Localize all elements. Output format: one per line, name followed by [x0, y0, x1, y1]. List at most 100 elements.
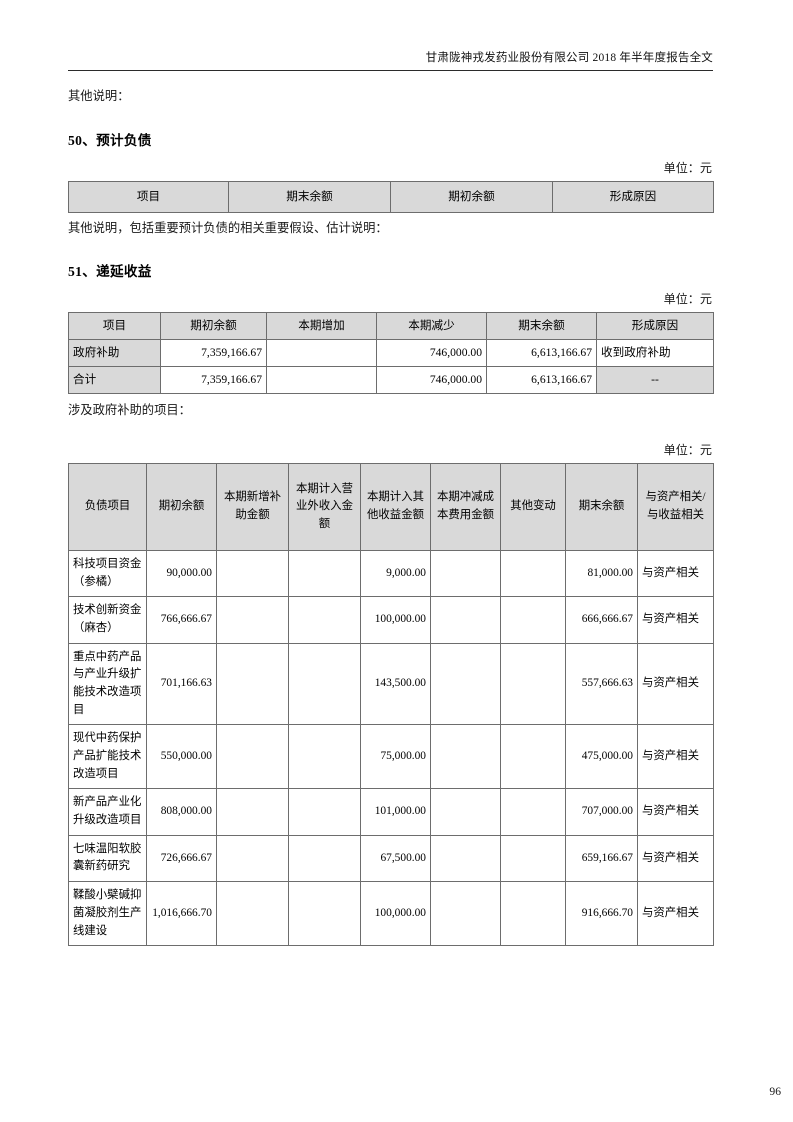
cell-relation: 与资产相关 [637, 642, 714, 726]
cell-begin-balance: 550,000.00 [146, 724, 217, 790]
cell-cost-offset [430, 881, 501, 947]
table-row: 技术创新资金（麻杏） 766,666.67 100,000.00 666,666… [68, 596, 714, 644]
cell-other-income: 75,000.00 [360, 724, 431, 790]
col-header-end-balance: 期末余额 [228, 180, 391, 213]
cell-other-change [500, 724, 566, 790]
spacer [68, 427, 713, 441]
unit-label-table3: 单位：元 [663, 443, 712, 458]
col-header-decrease: 本期减少 [376, 312, 487, 341]
cell-liability-item: 技术创新资金（麻杏） [68, 596, 147, 644]
provisions-footnote: 其他说明，包括重要预计负债的相关重要假设、估计说明： [68, 220, 388, 235]
table-row: 鞣酸小檗碱抑菌凝胶剂生产线建设 1,016,666.70 100,000.00 … [68, 881, 714, 947]
cell-non-operating-income [288, 788, 361, 836]
col-header-new-subsidy: 本期新增补助金额 [216, 463, 289, 552]
cell-new-subsidy [216, 550, 289, 598]
cell-new-subsidy [216, 642, 289, 726]
subsidy-detail-table: 负债项目 期初余额 本期新增补助金额 本期计入营业外收入金额 本期计入其他收益金… [68, 463, 714, 947]
table-row: 现代中药保护产品扩能技术改造项目 550,000.00 75,000.00 47… [68, 724, 714, 790]
cell-new-subsidy [216, 724, 289, 790]
cell-end-balance: 557,666.63 [565, 642, 638, 726]
cell-other-income: 100,000.00 [360, 881, 431, 947]
cell-begin-balance: 90,000.00 [146, 550, 217, 598]
cell-cost-offset [430, 596, 501, 644]
cell-cost-offset [430, 724, 501, 790]
col-header-end-balance: 期末余额 [565, 463, 638, 552]
cell-other-income: 101,000.00 [360, 788, 431, 836]
cell-liability-item: 新产品产业化升级改造项目 [68, 788, 147, 836]
cell-end-balance: 81,000.00 [565, 550, 638, 598]
cell-other-change [500, 550, 566, 598]
table-header-row: 负债项目 期初余额 本期新增补助金额 本期计入营业外收入金额 本期计入其他收益金… [68, 463, 714, 552]
table-header-row: 项目 期初余额 本期增加 本期减少 期末余额 形成原因 [68, 312, 714, 341]
table-row: 重点中药产品与产业升级扩能技术改造项目 701,166.63 143,500.0… [68, 642, 714, 726]
col-header-cost-offset: 本期冲减成本费用金额 [430, 463, 501, 552]
col-header-other-income: 本期计入其他收益金额 [360, 463, 431, 552]
cell-liability-item: 科技项目资金（参橘） [68, 550, 147, 598]
cell-other-income: 100,000.00 [360, 596, 431, 644]
col-header-non-operating-income: 本期计入营业外收入金额 [288, 463, 361, 552]
cell-item: 合计 [68, 366, 161, 395]
cell-new-subsidy [216, 788, 289, 836]
cell-relation: 与资产相关 [637, 724, 714, 790]
cell-liability-item: 鞣酸小檗碱抑菌凝胶剂生产线建设 [68, 881, 147, 947]
table-row: 合计 7,359,166.67 746,000.00 6,613,166.67 … [68, 366, 714, 395]
cell-liability-item: 现代中药保护产品扩能技术改造项目 [68, 724, 147, 790]
subsidy-note: 涉及政府补助的项目： [68, 403, 191, 418]
cell-begin-balance: 808,000.00 [146, 788, 217, 836]
cell-begin-balance: 7,359,166.67 [160, 339, 267, 368]
cell-relation: 与资产相关 [637, 788, 714, 836]
cell-cost-offset [430, 834, 501, 883]
provisions-table: 项目 期末余额 期初余额 形成原因 [68, 180, 714, 213]
cell-end-balance: 916,666.70 [565, 881, 638, 947]
col-header-other-change: 其他变动 [500, 463, 566, 552]
section-heading-50: 50、预计负债 [68, 132, 152, 148]
cell-relation: 与资产相关 [637, 881, 714, 947]
cell-other-change [500, 834, 566, 883]
cell-non-operating-income [288, 550, 361, 598]
col-header-begin-balance: 期初余额 [146, 463, 217, 552]
col-header-liability-item: 负债项目 [68, 463, 147, 552]
cell-cost-offset [430, 788, 501, 836]
col-header-begin-balance: 期初余额 [390, 180, 553, 213]
cell-decrease: 746,000.00 [376, 366, 487, 395]
cell-other-change [500, 596, 566, 644]
cell-non-operating-income [288, 596, 361, 644]
col-header-begin-balance: 期初余额 [160, 312, 267, 341]
section-heading-51: 51、递延收益 [68, 264, 152, 280]
col-header-reason: 形成原因 [596, 312, 714, 341]
page-content: 甘肃陇神戎发药业股份有限公司 2018 年半年度报告全文 其他说明： 50、预计… [68, 50, 781, 1098]
cell-relation: 与资产相关 [637, 596, 714, 644]
cell-begin-balance: 766,666.67 [146, 596, 217, 644]
col-header-relation: 与资产相关/与收益相关 [637, 463, 714, 552]
cell-non-operating-income [288, 642, 361, 726]
cell-non-operating-income [288, 881, 361, 947]
cell-end-balance: 666,666.67 [565, 596, 638, 644]
cell-begin-balance: 7,359,166.67 [160, 366, 267, 395]
cell-non-operating-income [288, 724, 361, 790]
col-header-reason: 形成原因 [552, 180, 714, 213]
col-header-end-balance: 期末余额 [486, 312, 597, 341]
cell-increase [266, 366, 377, 395]
cell-end-balance: 659,166.67 [565, 834, 638, 883]
cell-new-subsidy [216, 834, 289, 883]
cell-increase [266, 339, 377, 368]
cell-liability-item: 重点中药产品与产业升级扩能技术改造项目 [68, 642, 147, 726]
cell-other-change [500, 642, 566, 726]
header-rule [68, 70, 713, 72]
cell-other-income: 143,500.00 [360, 642, 431, 726]
table-row: 新产品产业化升级改造项目 808,000.00 101,000.00 707,0… [68, 788, 714, 836]
cell-other-income: 9,000.00 [360, 550, 431, 598]
col-header-increase: 本期增加 [266, 312, 377, 341]
cell-relation: 与资产相关 [637, 550, 714, 598]
other-note-top: 其他说明： [68, 89, 130, 104]
running-header: 甘肃陇神戎发药业股份有限公司 2018 年半年度报告全文 [425, 52, 713, 64]
cell-begin-balance: 701,166.63 [146, 642, 217, 726]
cell-begin-balance: 726,666.67 [146, 834, 217, 883]
deferred-income-table: 项目 期初余额 本期增加 本期减少 期末余额 形成原因 政府补助 7,359,1… [68, 312, 714, 395]
col-header-item: 项目 [68, 180, 229, 213]
table-row: 科技项目资金（参橘） 90,000.00 9,000.00 81,000.00 … [68, 550, 714, 598]
subsidy-detail-body: 科技项目资金（参橘） 90,000.00 9,000.00 81,000.00 … [68, 550, 714, 947]
cell-item: 政府补助 [68, 339, 161, 368]
cell-other-change [500, 788, 566, 836]
